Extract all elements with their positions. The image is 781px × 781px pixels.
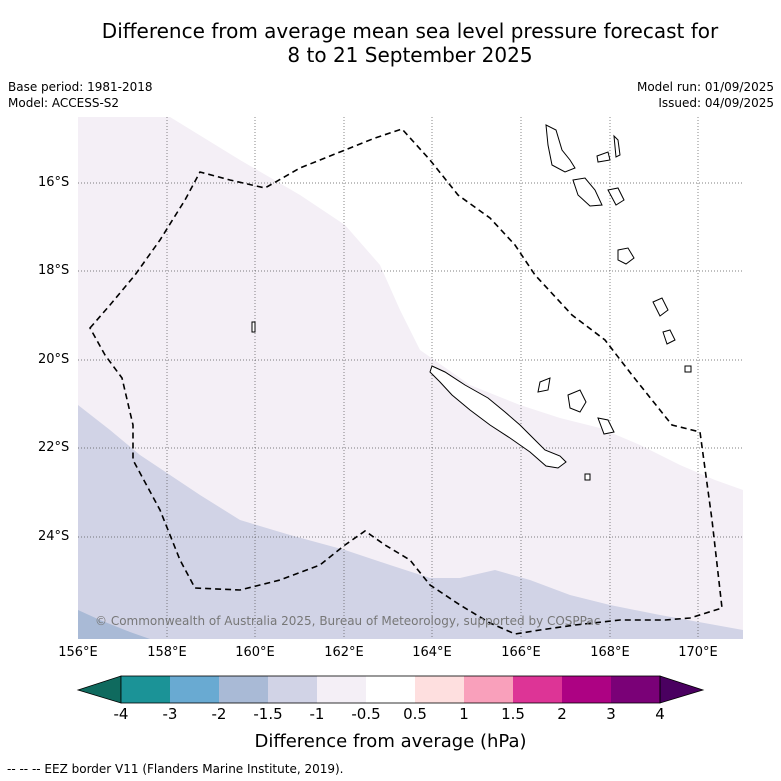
vanuatu-island-4 — [572, 177, 603, 207]
chesterfield-island — [251, 321, 256, 333]
base-period: Base period: 1981-2018 — [8, 80, 153, 94]
model-name: Model: ACCESS-S2 — [8, 96, 120, 110]
colorbar-tick: -0.5 — [351, 705, 381, 723]
loyalty-island-1 — [537, 377, 551, 393]
vanuatu-island-1 — [545, 124, 576, 173]
colorbar-extend-low — [76, 675, 122, 704]
pressure-band-minus15 — [78, 405, 743, 639]
colorbar-segment-3 — [219, 676, 268, 703]
lon-tick-156e: 156°E — [58, 645, 98, 660]
colorbar — [76, 675, 705, 704]
lon-tick-160e: 160°E — [235, 645, 275, 660]
small-island — [584, 473, 591, 481]
title-line-1: Difference from average mean sea level p… — [101, 19, 719, 43]
colorbar-tick: -3 — [162, 705, 178, 723]
title-line-2: 8 to 21 September 2025 — [287, 43, 533, 67]
lon-tick-164e: 164°E — [412, 645, 452, 660]
meta-left: Base period: 1981-2018 Model: ACCESS-S2 — [8, 79, 153, 111]
colorbar-segment-8 — [464, 676, 513, 703]
colorbar-tick: -1.5 — [253, 705, 283, 723]
colorbar-tick: 1.5 — [501, 705, 525, 723]
vanuatu-island-5 — [607, 187, 625, 206]
colorbar-tick: -2 — [211, 705, 227, 723]
vanuatu-island-7 — [652, 297, 669, 317]
eez-border — [89, 128, 723, 635]
model-run: Model run: 01/09/2025 — [636, 80, 774, 94]
lat-tick-16s: 16°S — [38, 175, 70, 190]
vanuatu-island-6 — [617, 247, 635, 265]
issued-date: Issued: 04/09/2025 — [658, 96, 774, 110]
colorbar-segment-4 — [268, 676, 317, 703]
meta-right: Model run: 01/09/2025 Issued: 04/09/2025 — [637, 79, 774, 111]
colorbar-segment-1 — [121, 676, 170, 703]
colorbar-label: Difference from average (hPa) — [254, 731, 527, 752]
colorbar-tick: 0.5 — [403, 705, 427, 723]
landmasses — [251, 124, 692, 481]
colorbar-segment-7 — [415, 676, 464, 703]
pressure-band-minus2 — [78, 610, 150, 639]
vanuatu-island-8 — [662, 329, 676, 345]
map-panel — [78, 117, 743, 639]
colorbar-segment-11 — [611, 676, 660, 703]
pressure-band-minus1 — [78, 117, 743, 639]
colorbar-segment-9 — [513, 676, 562, 703]
new-caledonia-island — [429, 365, 567, 469]
lat-tick-24s: 24°S — [38, 529, 70, 544]
colorbar-tick: 4 — [655, 705, 665, 723]
map-title: Difference from average mean sea level p… — [0, 19, 781, 67]
colorbar-extend-high — [659, 675, 705, 704]
lon-tick-162e: 162°E — [324, 645, 364, 660]
vanuatu-island-2 — [596, 151, 611, 163]
lon-tick-168e: 168°E — [590, 645, 630, 660]
lon-tick-158e: 158°E — [147, 645, 187, 660]
lat-tick-22s: 22°S — [38, 440, 70, 455]
colorbar-tick: -4 — [113, 705, 129, 723]
colorbar-tick: 3 — [606, 705, 616, 723]
colorbar-outline — [120, 675, 661, 704]
loyalty-island-2 — [567, 389, 587, 413]
lon-tick-170e: 170°E — [678, 645, 718, 660]
colorbar-tick: -1 — [309, 705, 325, 723]
colorbar-segment-2 — [170, 676, 219, 703]
colorbar-tick: 2 — [557, 705, 567, 723]
eez-legend-note: -- -- -- EEZ border V11 (Flanders Marine… — [7, 762, 344, 776]
lat-tick-20s: 20°S — [38, 352, 70, 367]
colorbar-segment-5 — [317, 676, 366, 703]
colorbar-segment-10 — [562, 676, 611, 703]
loyalty-island-3 — [597, 417, 615, 435]
lon-tick-166e: 166°E — [501, 645, 541, 660]
vanuatu-island-3 — [613, 134, 621, 158]
colorbar-segment-6 — [366, 676, 415, 703]
lat-tick-18s: 18°S — [38, 263, 70, 278]
vanuatu-island-9 — [684, 365, 692, 373]
copyright-notice: © Commonwealth of Australia 2025, Bureau… — [95, 614, 601, 628]
colorbar-tick: 1 — [459, 705, 469, 723]
gridlines — [78, 117, 743, 639]
